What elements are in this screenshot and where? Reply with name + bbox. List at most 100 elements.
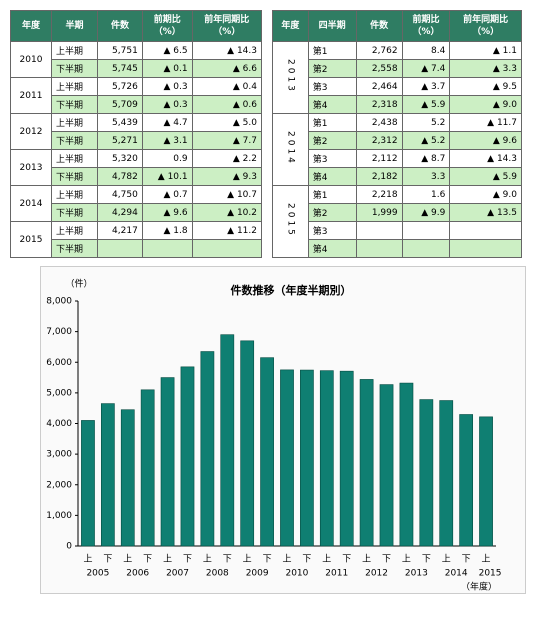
header-cell: 前年同期比 （%） <box>191 10 263 42</box>
y-tick-label: 5,000 <box>46 388 72 398</box>
y-tick-label: 1,000 <box>46 511 72 521</box>
row: 第4 <box>273 239 522 258</box>
row: 第4 2,182 3.3 ▲ 5.9 <box>273 167 522 186</box>
y-tick-label: 6,000 <box>46 358 72 368</box>
year-cell: 2013 <box>10 149 52 186</box>
header-cell: 年度 <box>272 10 309 42</box>
bar <box>359 379 374 547</box>
cell: ▲ 14.3 <box>191 41 263 60</box>
cell: 第4 <box>307 167 357 186</box>
row: 2014 上半期 4,750 ▲ 0.7 ▲ 10.7 <box>10 185 263 222</box>
year: 2012 <box>19 126 43 137</box>
y-tick-label: 7,000 <box>46 327 72 337</box>
x-tick-label: 下 <box>263 555 272 565</box>
cell: 下半期 <box>50 203 99 222</box>
cell: 2,558 <box>355 59 403 78</box>
bar <box>319 370 334 547</box>
x-tick-label: 下 <box>422 555 431 565</box>
cell: 4,782 <box>97 167 143 186</box>
header-cell: 年度 <box>10 10 52 42</box>
x-group-label: 2013 <box>405 569 428 579</box>
x-tick-label: 上 <box>163 554 172 565</box>
row: 下半期 4,294 ▲ 9.6 ▲ 10.2 <box>11 203 263 222</box>
year: 2014 <box>285 130 296 166</box>
cell: 5,271 <box>97 131 143 150</box>
cell: 下半期 <box>50 59 99 78</box>
cell: ▲ 13.5 <box>449 203 522 222</box>
cell <box>355 221 403 240</box>
row: 第2 1,999 ▲ 9.9 ▲ 13.5 <box>273 203 522 222</box>
x-tick-label: 上 <box>362 554 371 565</box>
cell: 上半期 <box>50 149 99 168</box>
header-cell: 件数 <box>355 10 403 42</box>
year: 2014 <box>19 198 43 209</box>
row: 2013 第1 2,762 8.4 ▲ 1.1 <box>272 41 522 114</box>
cell: ▲ 8.7 <box>401 149 451 168</box>
quarter-table: 年度 四半期 件数 前期比 （%） 前年同期比 （%） 2013 第1 2,762 8.4 ▲ 1… <box>272 10 522 258</box>
cell: 第2 <box>307 131 357 150</box>
cell: 第3 <box>307 149 357 168</box>
row: 2013 上半期 5,320 0.9 ▲ 2.2 <box>10 149 263 186</box>
cell: 下半期 <box>50 239 99 258</box>
x-tick-label: 上 <box>123 554 132 565</box>
x-tick-label: 下 <box>223 555 232 565</box>
cell: 5,439 <box>97 113 143 132</box>
year-cell: 2010 <box>10 41 52 78</box>
bar <box>300 369 314 547</box>
x-tick-label: 上 <box>243 554 252 565</box>
row: 第2 2,558 ▲ 7.4 ▲ 3.3 <box>273 59 522 78</box>
cell: 第1 <box>307 113 357 132</box>
row: 第3 2,464 ▲ 3.7 ▲ 9.5 <box>273 77 522 96</box>
x-tick-label: 上 <box>83 554 92 565</box>
row: 下半期 4,782 ▲ 10.1 ▲ 9.3 <box>11 167 263 186</box>
cell: 4,217 <box>97 221 143 240</box>
cell: 5,726 <box>97 77 143 96</box>
cell: 第3 <box>307 221 357 240</box>
y-tick-label: 3,000 <box>46 450 72 460</box>
x-tick-label: 下 <box>143 555 152 565</box>
cell: ▲ 3.7 <box>401 77 451 96</box>
x-tick-label: 上 <box>282 554 291 565</box>
x-tick-label: 下 <box>462 555 471 565</box>
cell: 第4 <box>307 95 357 114</box>
header-cell: 半期 <box>50 10 99 42</box>
cell <box>141 239 193 258</box>
year-cell: 2011 <box>10 77 52 114</box>
header-cell: 前期比 （%） <box>141 10 193 42</box>
y-tick-label: 4,000 <box>46 419 72 429</box>
cell: 2,438 <box>355 113 403 132</box>
row: 下半期 <box>11 239 263 258</box>
year: 2015 <box>285 202 296 238</box>
cell: 4,750 <box>97 185 143 204</box>
cell: 上半期 <box>50 221 99 240</box>
bar <box>419 399 434 547</box>
cell: 5.2 <box>401 113 451 132</box>
header-row: 年度 半期 件数 前期比 （%） 前年同期比 （%） <box>10 10 263 42</box>
cell: 第1 <box>307 185 357 204</box>
year: 2011 <box>19 90 43 101</box>
x-group-label: 2009 <box>246 569 269 579</box>
cell: ▲ 5.9 <box>449 167 522 186</box>
bar <box>459 414 474 547</box>
cell: 2,182 <box>355 167 403 186</box>
bar <box>120 409 135 547</box>
bar <box>200 351 215 547</box>
header-cell: 前年同期比 （%） <box>449 10 522 42</box>
row: 2012 上半期 5,439 ▲ 4.7 ▲ 5.0 <box>10 113 263 150</box>
x-tick-label: 下 <box>302 555 311 565</box>
x-group-label: 2012 <box>365 569 388 579</box>
cell: 2,464 <box>355 77 403 96</box>
y-tick-label: 2,000 <box>46 480 72 490</box>
row: 第3 2,112 ▲ 8.7 ▲ 14.3 <box>273 149 522 168</box>
x-group-label: 2010 <box>285 569 308 579</box>
cell: 上半期 <box>50 185 99 204</box>
cell: 5,709 <box>97 95 143 114</box>
x-tick-label: 下 <box>382 555 391 565</box>
year: 2015 <box>19 234 43 245</box>
cell: 第4 <box>307 239 357 258</box>
year-cell: 2015 <box>10 221 52 258</box>
row: 第4 2,318 ▲ 5.9 ▲ 9.0 <box>273 95 522 114</box>
cell <box>449 239 522 258</box>
x-group-label: 2005 <box>86 569 109 579</box>
cell <box>449 221 522 240</box>
